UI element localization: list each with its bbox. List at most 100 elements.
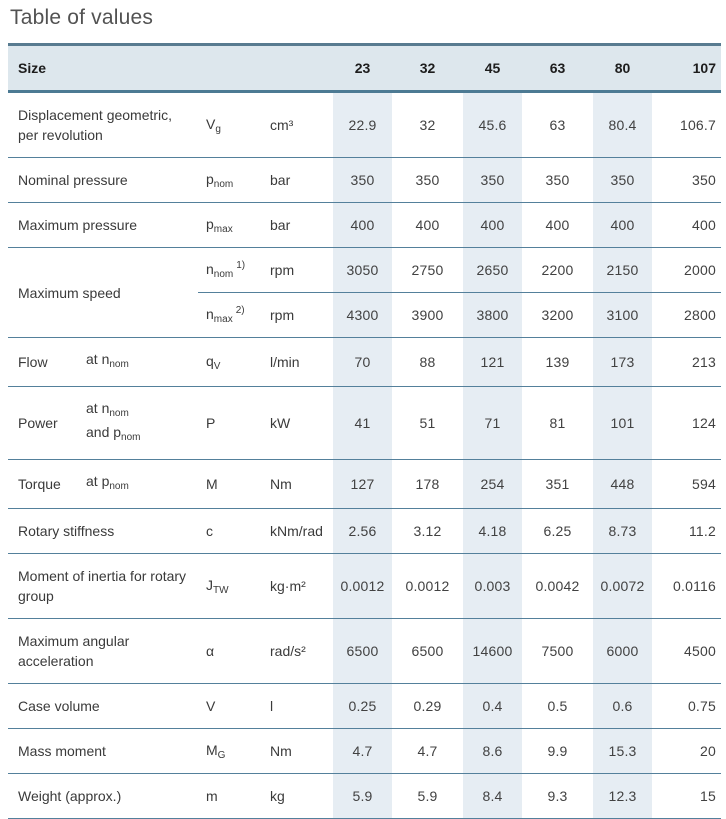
- size-header-label: Size: [8, 43, 330, 93]
- value-cell: 121: [460, 337, 525, 387]
- value-cell: 3200: [525, 292, 590, 338]
- value-cell: 4500: [655, 618, 721, 684]
- value-cell: 63: [525, 91, 590, 158]
- value-cell: 2000: [655, 247, 721, 293]
- value-cell: 81: [525, 386, 590, 460]
- row-unit: l: [262, 683, 330, 729]
- value-cell: 173: [590, 337, 655, 387]
- row-label: Maximum pressure: [8, 202, 198, 248]
- value-cell: 0.0012: [330, 553, 395, 619]
- row-label: Mass moment: [8, 728, 198, 774]
- table-header-row: Size 23 32 45 63 80 107: [8, 43, 721, 93]
- row-label: Torque at pnom: [8, 459, 198, 509]
- row-symbol: m: [198, 773, 262, 819]
- value-cell: 254: [460, 459, 525, 509]
- value-cell: 5.9: [330, 773, 395, 819]
- value-cell: 4.7: [330, 728, 395, 774]
- value-cell: 6500: [395, 618, 460, 684]
- size-column-header: 80: [590, 43, 655, 93]
- value-cell: 2200: [525, 247, 590, 293]
- table-row: Rotary stiffness c kNm/rad 2.56 3.12 4.18 6.25…: [8, 508, 721, 554]
- footnote-marker: 1): [236, 260, 246, 271]
- row-label: Displacement geometric, per revolution: [8, 91, 198, 158]
- row-symbol: Vg: [198, 91, 262, 158]
- row-unit: bar: [262, 157, 330, 203]
- table-row: Flow at nnom qV l/min 70 88 121 139 173 213: [8, 337, 721, 387]
- row-unit: rad/s²: [262, 618, 330, 684]
- value-cell: 350: [395, 157, 460, 203]
- table-row: Displacement geometric, per revolution Vg…: [8, 91, 721, 158]
- row-unit: cm³: [262, 91, 330, 158]
- row-symbol: V: [198, 683, 262, 729]
- value-cell: 20: [655, 728, 721, 774]
- value-cell: 0.0042: [525, 553, 590, 619]
- table-row: Nominal pressure pnom bar 350 350 350 350 350 35…: [8, 157, 721, 203]
- value-cell: 178: [395, 459, 460, 509]
- value-cell: 6500: [330, 618, 395, 684]
- value-cell: 2.56: [330, 508, 395, 554]
- table-row: Mass moment MG Nm 4.7 4.7 8.6 9.9 15.3 20: [8, 728, 721, 774]
- value-cell: 0.0012: [395, 553, 460, 619]
- row-label: Power at nnom and pnom: [8, 386, 198, 460]
- row-symbol: nmax2): [198, 292, 262, 338]
- size-column-header: 23: [330, 43, 395, 93]
- value-cell: 0.29: [395, 683, 460, 729]
- size-column-header: 32: [395, 43, 460, 93]
- row-symbol: M: [198, 459, 262, 509]
- row-unit: rpm: [262, 247, 330, 293]
- value-cell: 32: [395, 91, 460, 158]
- value-cell: 139: [525, 337, 590, 387]
- row-symbol: α: [198, 618, 262, 684]
- row-symbol: c: [198, 508, 262, 554]
- value-cell: 350: [525, 157, 590, 203]
- value-cell: 594: [655, 459, 721, 509]
- value-cell: 0.6: [590, 683, 655, 729]
- value-cell: 400: [590, 202, 655, 248]
- value-cell: 350: [460, 157, 525, 203]
- row-label: Case volume: [8, 683, 198, 729]
- value-cell: 2650: [460, 247, 525, 293]
- table-row: Maximum pressure pmax bar 400 400 400 400 400 40…: [8, 202, 721, 248]
- value-cell: 101: [590, 386, 655, 460]
- table-row: Torque at pnom M Nm 127 178 254 351 448 594: [8, 459, 721, 509]
- value-cell: 2800: [655, 292, 721, 338]
- row-symbol: MG: [198, 728, 262, 774]
- size-column-header: 45: [460, 43, 525, 93]
- table-row: Weight (approx.) m kg 5.9 5.9 8.4 9.3 12.3 15: [8, 773, 721, 819]
- value-cell: 15.3: [590, 728, 655, 774]
- row-unit: kNm/rad: [262, 508, 330, 554]
- row-label: Weight (approx.): [8, 773, 198, 819]
- value-cell: 3050: [330, 247, 395, 293]
- value-cell: 213: [655, 337, 721, 387]
- size-column-header: 107: [655, 43, 721, 93]
- value-cell: 88: [395, 337, 460, 387]
- value-cell: 127: [330, 459, 395, 509]
- row-unit: Nm: [262, 728, 330, 774]
- row-label: Flow at nnom: [8, 337, 198, 387]
- page-title: Table of values: [10, 6, 154, 29]
- value-cell: 400: [395, 202, 460, 248]
- value-cell: 3800: [460, 292, 525, 338]
- row-unit: rpm: [262, 292, 330, 338]
- value-cell: 22.9: [330, 91, 395, 158]
- value-cell: 124: [655, 386, 721, 460]
- value-cell: 4.7: [395, 728, 460, 774]
- row-symbol: nnom1): [198, 247, 262, 293]
- value-cell: 400: [655, 202, 721, 248]
- value-cell: 8.6: [460, 728, 525, 774]
- row-condition: at nnom: [86, 351, 129, 370]
- value-cell: 106.7: [655, 91, 721, 158]
- value-cell: 350: [655, 157, 721, 203]
- row-unit: kg·m²: [262, 553, 330, 619]
- row-condition: at nnom and pnom: [86, 400, 141, 443]
- value-cell: 45.6: [460, 91, 525, 158]
- value-cell: 0.5: [525, 683, 590, 729]
- value-cell: 400: [330, 202, 395, 248]
- value-cell: 400: [525, 202, 590, 248]
- value-cell: 0.75: [655, 683, 721, 729]
- value-cell: 0.25: [330, 683, 395, 729]
- value-cell: 71: [460, 386, 525, 460]
- value-cell: 8.4: [460, 773, 525, 819]
- value-cell: 448: [590, 459, 655, 509]
